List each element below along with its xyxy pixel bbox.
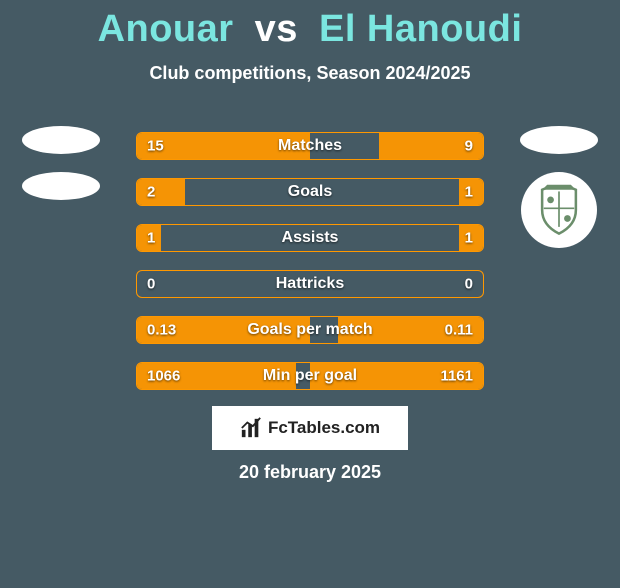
stat-fill-right	[338, 317, 483, 343]
player1-name: Anouar	[98, 8, 234, 50]
stat-row: 159Matches	[136, 132, 484, 160]
title-vs: vs	[255, 8, 298, 50]
subtitle: Club competitions, Season 2024/2025	[0, 63, 620, 84]
stat-row: 21Goals	[136, 178, 484, 206]
stat-value-right: 0	[465, 276, 473, 293]
stat-fill-right	[459, 225, 483, 251]
shield-icon	[532, 183, 586, 237]
stat-label: Goals	[137, 183, 483, 201]
stat-row: 0.130.11Goals per match	[136, 316, 484, 344]
club-badge	[22, 172, 100, 200]
fctables-logo: FcTables.com	[212, 406, 408, 450]
club-badge	[521, 172, 597, 248]
stat-row: 0 0Hattricks	[136, 270, 484, 298]
stat-fill-left	[137, 317, 310, 343]
stat-row: 11Assists	[136, 224, 484, 252]
stat-fill-left	[137, 133, 310, 159]
comparison-title: Anouar vs El Hanoudi	[0, 8, 620, 51]
logo-text: FcTables.com	[268, 418, 380, 438]
stat-fill-left	[137, 225, 161, 251]
right-badges	[520, 126, 598, 248]
stat-fill-left	[137, 179, 185, 205]
club-badge	[22, 126, 100, 154]
stat-fill-left	[137, 363, 296, 389]
stat-fill-right	[459, 179, 483, 205]
stat-label: Hattricks	[137, 275, 483, 293]
club-badge	[520, 126, 598, 154]
stat-fill-right	[379, 133, 483, 159]
left-badges	[22, 126, 100, 200]
stat-label: Assists	[137, 229, 483, 247]
date: 20 february 2025	[0, 462, 620, 483]
stat-value-left: 0	[147, 276, 155, 293]
stat-fill-right	[310, 363, 483, 389]
stat-rows: 159Matches 21Goals 11Assists 0 0Hattricks 0.1…	[136, 132, 484, 390]
stat-row: 10661161Min per goal	[136, 362, 484, 390]
player2-name: El Hanoudi	[319, 8, 522, 50]
chart-icon	[240, 417, 262, 439]
